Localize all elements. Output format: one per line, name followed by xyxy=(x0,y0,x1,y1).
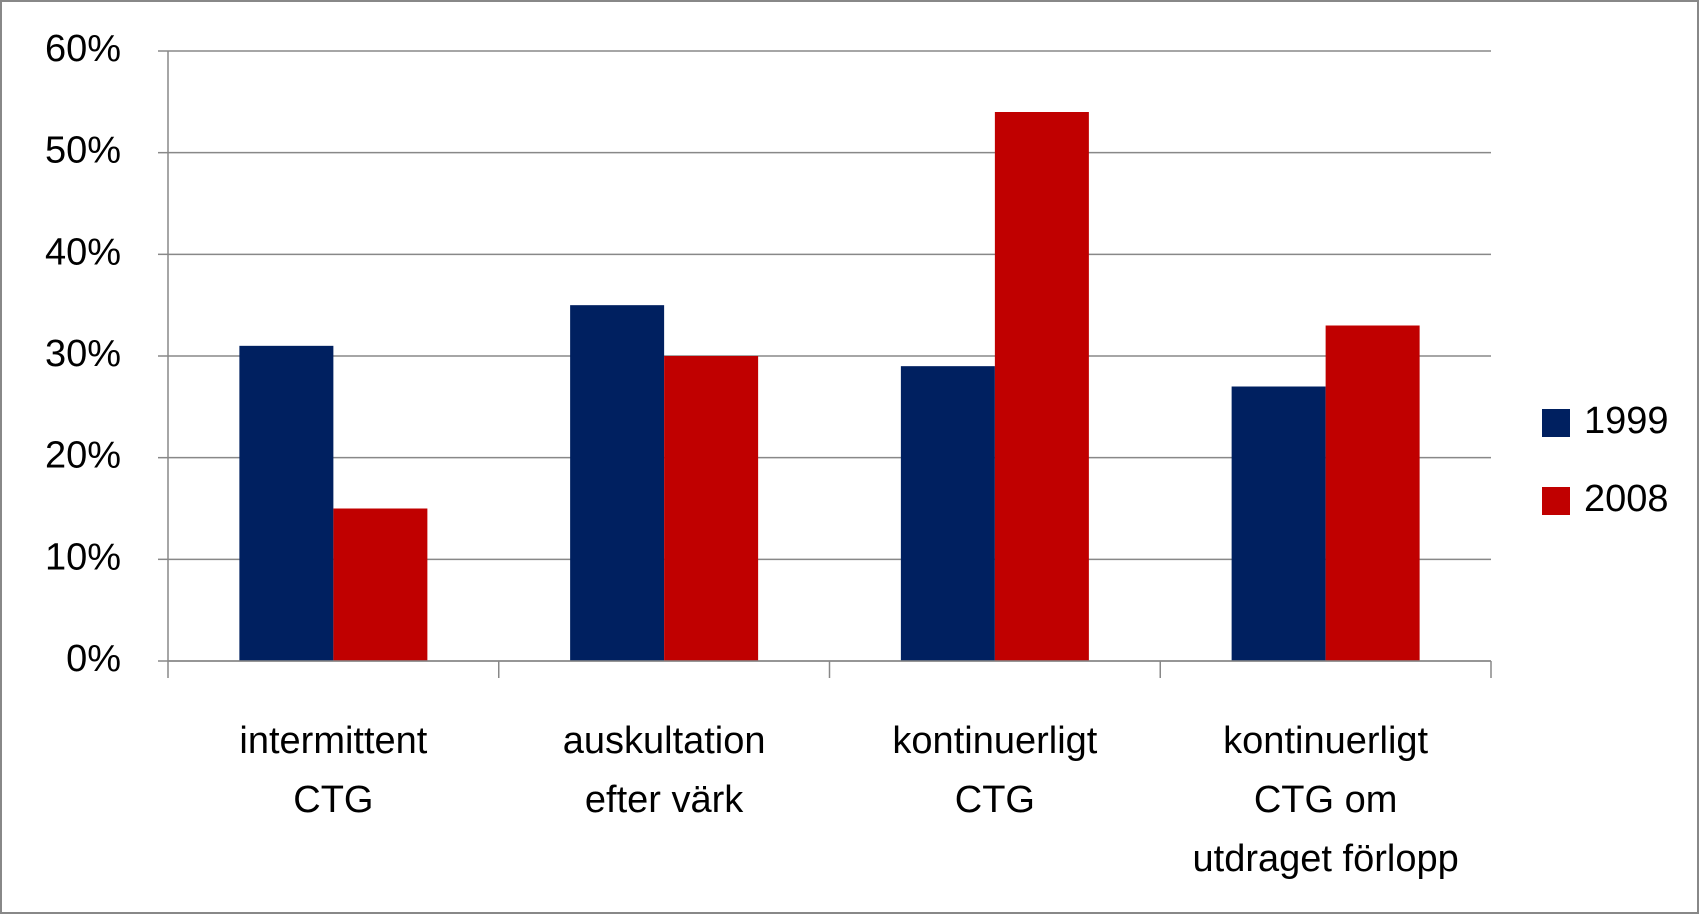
x-tick-label: CTG xyxy=(293,779,373,821)
y-tick-label: 60% xyxy=(45,28,121,70)
legend-label: 1999 xyxy=(1584,400,1669,442)
x-tick-label: CTG xyxy=(955,779,1035,821)
x-tick-label: kontinuerligt xyxy=(892,720,1097,762)
bar xyxy=(1231,386,1326,661)
legend-swatch xyxy=(1542,409,1570,437)
bar xyxy=(900,366,995,661)
y-tick-label: 50% xyxy=(45,130,121,172)
bar xyxy=(994,112,1089,661)
bar xyxy=(239,345,334,661)
y-tick-label: 30% xyxy=(45,333,121,375)
bar xyxy=(333,508,428,661)
y-tick-label: 10% xyxy=(45,536,121,578)
bar xyxy=(1325,325,1420,661)
bar xyxy=(664,356,759,661)
y-tick-label: 20% xyxy=(45,435,121,477)
bar xyxy=(570,305,665,661)
legend-swatch xyxy=(1542,487,1570,515)
x-tick-label: CTG om xyxy=(1254,779,1398,821)
x-tick-label: intermittent xyxy=(239,720,427,762)
x-tick-label: kontinuerligt xyxy=(1223,720,1428,762)
y-tick-label: 0% xyxy=(66,638,121,680)
legend-label: 2008 xyxy=(1584,478,1669,520)
y-tick-label: 40% xyxy=(45,231,121,273)
x-tick-label: efter värk xyxy=(585,779,744,821)
x-tick-label: auskultation xyxy=(563,720,766,762)
x-tick-label: utdraget förlopp xyxy=(1193,838,1459,880)
